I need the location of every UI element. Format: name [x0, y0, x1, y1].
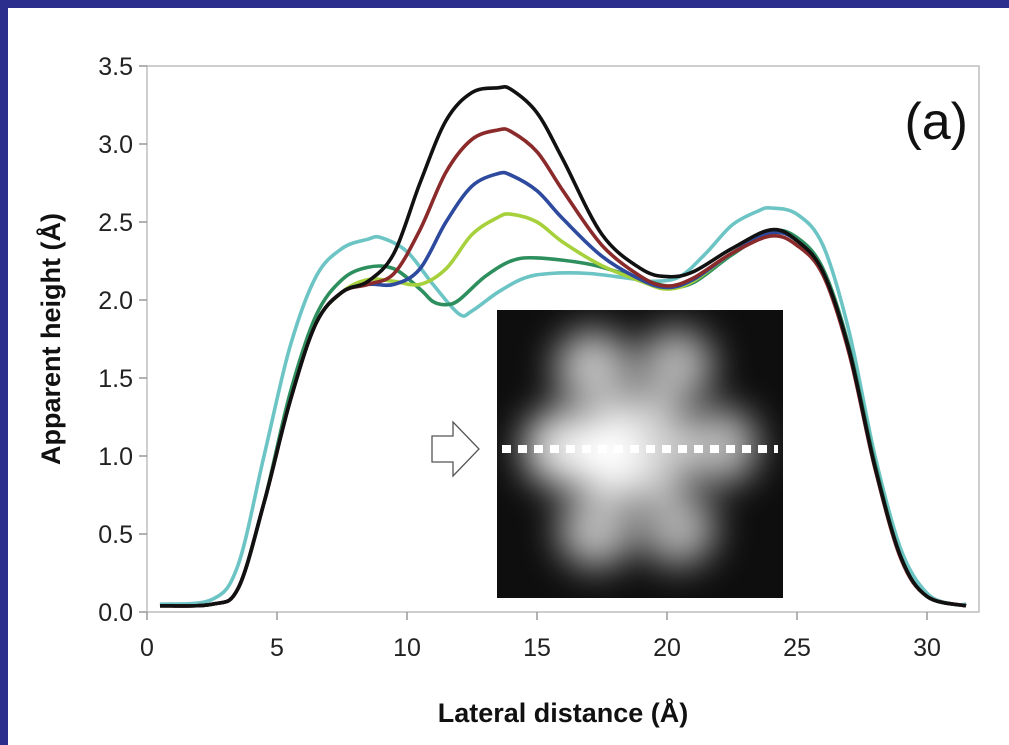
x-tick-label: 30	[913, 634, 941, 662]
y-tick-label: 1.0	[98, 443, 133, 471]
arrow-icon	[431, 420, 480, 478]
panel-label: (a)	[904, 93, 968, 151]
series-line-6	[159, 85, 967, 608]
line-chart: 0 5 10 15 20 25 30 0.0 0.5 1.0 1.5 2.0 2.5 3.0 3.5 (a)…	[35, 53, 980, 728]
x-tick-label: 20	[653, 634, 681, 662]
y-tick-label: 2.5	[98, 209, 133, 237]
y-axis-label: Apparent height (Å)	[35, 213, 66, 465]
figure: 0 5 10 15 20 25 30 0.0 0.5 1.0 1.5 2.0 2.5 3.0 3.5 (a)…	[8, 8, 1009, 745]
x-tick-label: 5	[270, 634, 284, 662]
x-tick-label: 25	[783, 634, 811, 662]
x-tick-label: 15	[523, 634, 551, 662]
plot-frame	[146, 65, 980, 613]
y-tick-label: 2.0	[98, 287, 133, 315]
x-axis-label: Lateral distance (Å)	[438, 697, 689, 728]
stm-inset-image	[497, 310, 783, 598]
y-tick-label: 0.0	[98, 599, 133, 627]
y-tick-label: 3.5	[98, 53, 133, 81]
y-tick-label: 1.5	[98, 365, 133, 393]
y-tick-label: 0.5	[98, 521, 133, 549]
x-tick-label: 0	[140, 634, 154, 662]
series-line-1	[159, 206, 967, 607]
series-lines	[159, 85, 967, 608]
axis-ticks: 0 5 10 15 20 25 30 0.0 0.5 1.0 1.5 2.0 2.5 3.0 3.5	[98, 53, 941, 662]
x-tick-label: 10	[393, 634, 421, 662]
y-tick-label: 3.0	[98, 131, 133, 159]
